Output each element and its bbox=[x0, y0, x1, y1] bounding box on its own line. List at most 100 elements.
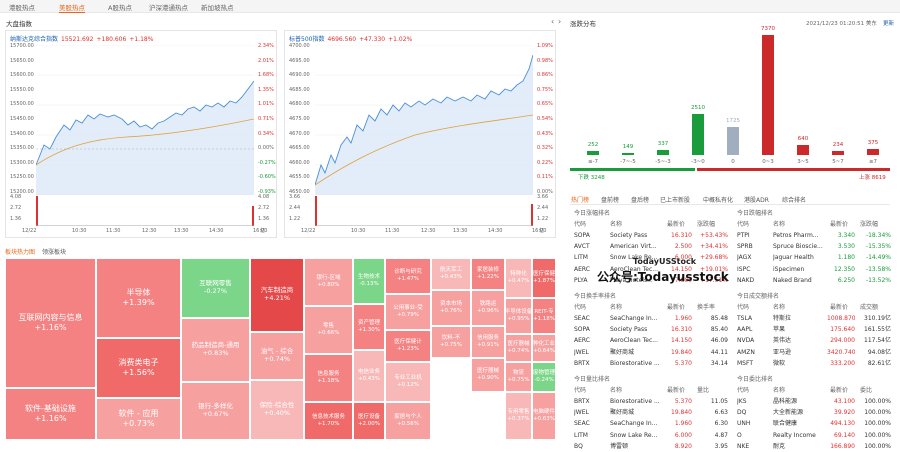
heatmap-cell[interactable]: 资本市场 +0.76% bbox=[431, 290, 471, 326]
heatmap-cell[interactable]: 半导体设备 +0.95% bbox=[505, 298, 532, 334]
rank-row[interactable]: BRTX Biorestorative ... 5.370 34.14 bbox=[572, 358, 730, 369]
heatmap-cell[interactable]: 保险-综合性 +0.40% bbox=[250, 380, 304, 440]
rank-header: 最新价 bbox=[830, 304, 849, 311]
rank-row[interactable]: SOPA Society Pass 16.310 85.40 bbox=[572, 324, 730, 335]
rank-row[interactable]: ISPC iSpecimen 12.350 -13.58% bbox=[735, 264, 893, 275]
heatmap-cell[interactable]: 家居与个人 +0.56% bbox=[385, 402, 431, 440]
heatmap-cell-name: 电信业务 bbox=[357, 369, 380, 376]
rank-row[interactable]: PTPI Petros Pharm... 3.340 -18.34% bbox=[735, 230, 893, 241]
time-tick: 11:30 bbox=[385, 228, 400, 234]
rank-row[interactable]: JKS 晶科能源 43.100 100.00% bbox=[735, 396, 893, 407]
heatmap-cell[interactable]: 废物管理 -0.24% bbox=[532, 362, 556, 392]
heatmap-cell[interactable]: 半导体 +1.39% bbox=[96, 258, 181, 338]
tab-hk[interactable]: 港股热点 bbox=[9, 4, 35, 12]
rank-tab[interactable]: 热门榜 bbox=[571, 197, 590, 204]
rank-row[interactable]: MSFT 微软 333.200 82.61亿 bbox=[735, 358, 893, 369]
heatmap-cell[interactable]: 医疗器械 +0.90% bbox=[471, 358, 505, 392]
heatmap-cell[interactable]: 互联网零售 -0.27% bbox=[181, 258, 250, 318]
market-title: 大盘指数 bbox=[6, 20, 32, 28]
heatmap-cell[interactable]: 医疗保健计 +1.23% bbox=[385, 330, 431, 362]
heatmap-cell[interactable]: 电信业务 +0.43% bbox=[353, 350, 385, 402]
rank-tab[interactable]: 综合排名 bbox=[782, 197, 807, 204]
rank-tab[interactable]: 盘前榜 bbox=[601, 197, 620, 204]
heatmap-cell[interactable]: 特种化工业机+0.64% bbox=[532, 334, 556, 362]
heatmap-cell[interactable]: 饮料-不 +0.75% bbox=[431, 326, 471, 358]
heatmap-cell[interactable]: 药品制造商-通用 +0.83% bbox=[181, 318, 250, 382]
rank-row[interactable]: SEAC SeaChange In... 1.960 85.48 bbox=[572, 313, 730, 324]
tab-us[interactable]: 美股热点 bbox=[59, 4, 85, 13]
heatmap-cell[interactable]: 铁路运 +0.96% bbox=[471, 290, 505, 326]
heatmap-cell[interactable]: 银行-区域 +0.80% bbox=[304, 258, 353, 306]
heatmap-cell[interactable]: 家居装修 +1.22% bbox=[471, 258, 505, 290]
heatmap-cell[interactable]: 信息服务 +1.18% bbox=[304, 354, 353, 402]
rank-row[interactable]: BRTX Biorestorative ... 5.370 11.05 bbox=[572, 396, 730, 407]
rank-row[interactable]: AVCT American Virt... 2.500 +34.41% bbox=[572, 241, 730, 252]
heatmap-cell-name: 半导体 bbox=[126, 288, 151, 298]
heatmap-cell[interactable]: 软件-基础设施 +1.16% bbox=[5, 388, 96, 440]
heatmap-cell[interactable]: 专用零售 +0.37% bbox=[505, 392, 532, 440]
dist-bar bbox=[797, 144, 809, 155]
rank-row[interactable]: BQ 博雷顿 8.920 3.95 bbox=[572, 441, 730, 452]
heatmap-cell[interactable]: 公用事业-受 +0.79% bbox=[385, 294, 431, 330]
rank-row[interactable]: AERC AeroClean Tec... 14.150 +19.01% bbox=[572, 264, 730, 275]
heatmap-cell[interactable]: 专业工业机 +0.12% bbox=[385, 362, 431, 402]
refresh-link[interactable]: 更新 bbox=[883, 21, 895, 27]
nasdaq-chart[interactable]: 纳斯达克综合指数 15521.692 +180.606 +1.18% 15700.00… bbox=[5, 30, 277, 238]
dist-bar bbox=[657, 149, 669, 155]
heatmap-cell[interactable]: 零售 +0.66% bbox=[304, 306, 353, 354]
heatmap-cell[interactable]: 银行-多样化 +0.67% bbox=[181, 382, 250, 440]
rank-row[interactable]: SOPA Society Pass 16.310 +53.43% bbox=[572, 230, 730, 241]
heatmap-cell[interactable]: 软件 - 应用 +0.73% bbox=[96, 398, 181, 440]
rank-row[interactable]: NAKD Naked Brand 6.250 -13.52% bbox=[735, 275, 893, 286]
heatmap-cell[interactable]: 油气 - 综合 +0.74% bbox=[250, 332, 304, 380]
rank-tab[interactable]: 盘后榜 bbox=[631, 197, 650, 204]
heatmap-cell[interactable]: 资产管理 +1.30% bbox=[353, 304, 385, 350]
heatmap-cell[interactable]: 电脑硬件 +0.63% bbox=[532, 392, 556, 440]
heatmap-cell[interactable]: 航天军工 +0.43% bbox=[431, 258, 471, 290]
sp500-chart[interactable]: 标普500指数 4696.560 +47.330 +1.02% 4700.00 4695… bbox=[284, 30, 556, 238]
rank-row[interactable]: AAPL 苹果 175.640 161.55亿 bbox=[735, 324, 893, 335]
next-arrow-icon[interactable]: › bbox=[558, 17, 562, 26]
y-tick-right: -0.93% bbox=[258, 189, 276, 195]
rank-row[interactable]: NVDA 英伟达 294.000 117.54亿 bbox=[735, 335, 893, 346]
heatmap-cell[interactable]: 信息技术服务 +1.70% bbox=[304, 402, 353, 440]
rank-row[interactable]: UNH 联合健康 494.130 100.00% bbox=[735, 418, 893, 429]
heatmap-cell[interactable]: 诊断与研究 +1.47% bbox=[385, 258, 431, 294]
tab-heatmap[interactable]: 板块热力图 bbox=[5, 249, 36, 256]
rank-tab[interactable]: 港股ADR bbox=[744, 197, 769, 204]
heatmap-cell[interactable]: 消费类电子 +1.56% bbox=[96, 338, 181, 398]
rank-row[interactable]: SEAC SeaChange In... 1.960 6.30 bbox=[572, 418, 730, 429]
rank-row[interactable]: TSLA 特斯拉 1008.870 310.19亿 bbox=[735, 313, 893, 324]
rank-row[interactable]: JWEL 聚好商城 19.840 6.63 bbox=[572, 407, 730, 418]
heatmap-cell[interactable]: 医疗器械 +0.74% bbox=[505, 334, 532, 362]
heatmap-cell[interactable]: 信用服务 +0.91% bbox=[471, 326, 505, 358]
heatmap-cell[interactable]: 医疗保健 +1.87% bbox=[532, 258, 556, 298]
rank-row[interactable]: DQ 大全新能源 39.920 100.00% bbox=[735, 407, 893, 418]
rank-row[interactable]: AMZN 亚马逊 3420.740 94.08亿 bbox=[735, 347, 893, 358]
rank-row[interactable]: NKE 耐克 166.890 100.00% bbox=[735, 441, 893, 452]
tab-leading-sectors[interactable]: 领涨板块 bbox=[42, 249, 67, 256]
heatmap-cell[interactable]: 生物技术 -0.13% bbox=[353, 258, 385, 304]
rank-row[interactable]: LITM Snow Lake Re... 6.000 +29.68% bbox=[572, 252, 730, 263]
heatmap-cell[interactable]: 医疗设备 +2.00% bbox=[353, 402, 385, 440]
prev-arrow-icon[interactable]: ‹ bbox=[551, 17, 555, 26]
tab-a[interactable]: A股热点 bbox=[108, 4, 132, 12]
heatmap-cell[interactable]: 特种化 +0.47% bbox=[505, 258, 532, 298]
rank-row[interactable]: PLYA Playa Hotels... 7.800 +17.51% bbox=[572, 275, 730, 286]
rank-row[interactable]: O Realty Income 69.140 100.00% bbox=[735, 430, 893, 441]
rank-row[interactable]: JWEL 聚好商城 19.840 44.11 bbox=[572, 347, 730, 358]
rank-header: 代码 bbox=[737, 221, 750, 228]
tab-connect[interactable]: 沪深港通热点 bbox=[149, 4, 188, 12]
rank-row[interactable]: SPRB Spruce Bioscie... 3.530 -15.35% bbox=[735, 241, 893, 252]
rank-cell: NVDA bbox=[737, 337, 755, 345]
rank-row[interactable]: JAGX Jaguar Health 1.180 -14.49% bbox=[735, 252, 893, 263]
rank-row[interactable]: AERC AeroClean Tec... 14.150 46.09 bbox=[572, 335, 730, 346]
rank-tab[interactable]: 已上市新股 bbox=[660, 197, 691, 204]
heatmap-cell[interactable]: 互联网内容与信息 +1.16% bbox=[5, 258, 96, 388]
rank-tab[interactable]: 中概私有化 bbox=[703, 197, 734, 204]
heatmap-cell[interactable]: 物流 +0.75% bbox=[505, 362, 532, 392]
rank-row[interactable]: LITM Snow Lake Re... 6.000 4.87 bbox=[572, 430, 730, 441]
tab-sg[interactable]: 新加坡热点 bbox=[201, 4, 234, 12]
heatmap-cell[interactable]: REIT-专 +1.18% bbox=[532, 298, 556, 334]
heatmap-cell[interactable]: 汽车制造商 +4.21% bbox=[250, 258, 304, 332]
